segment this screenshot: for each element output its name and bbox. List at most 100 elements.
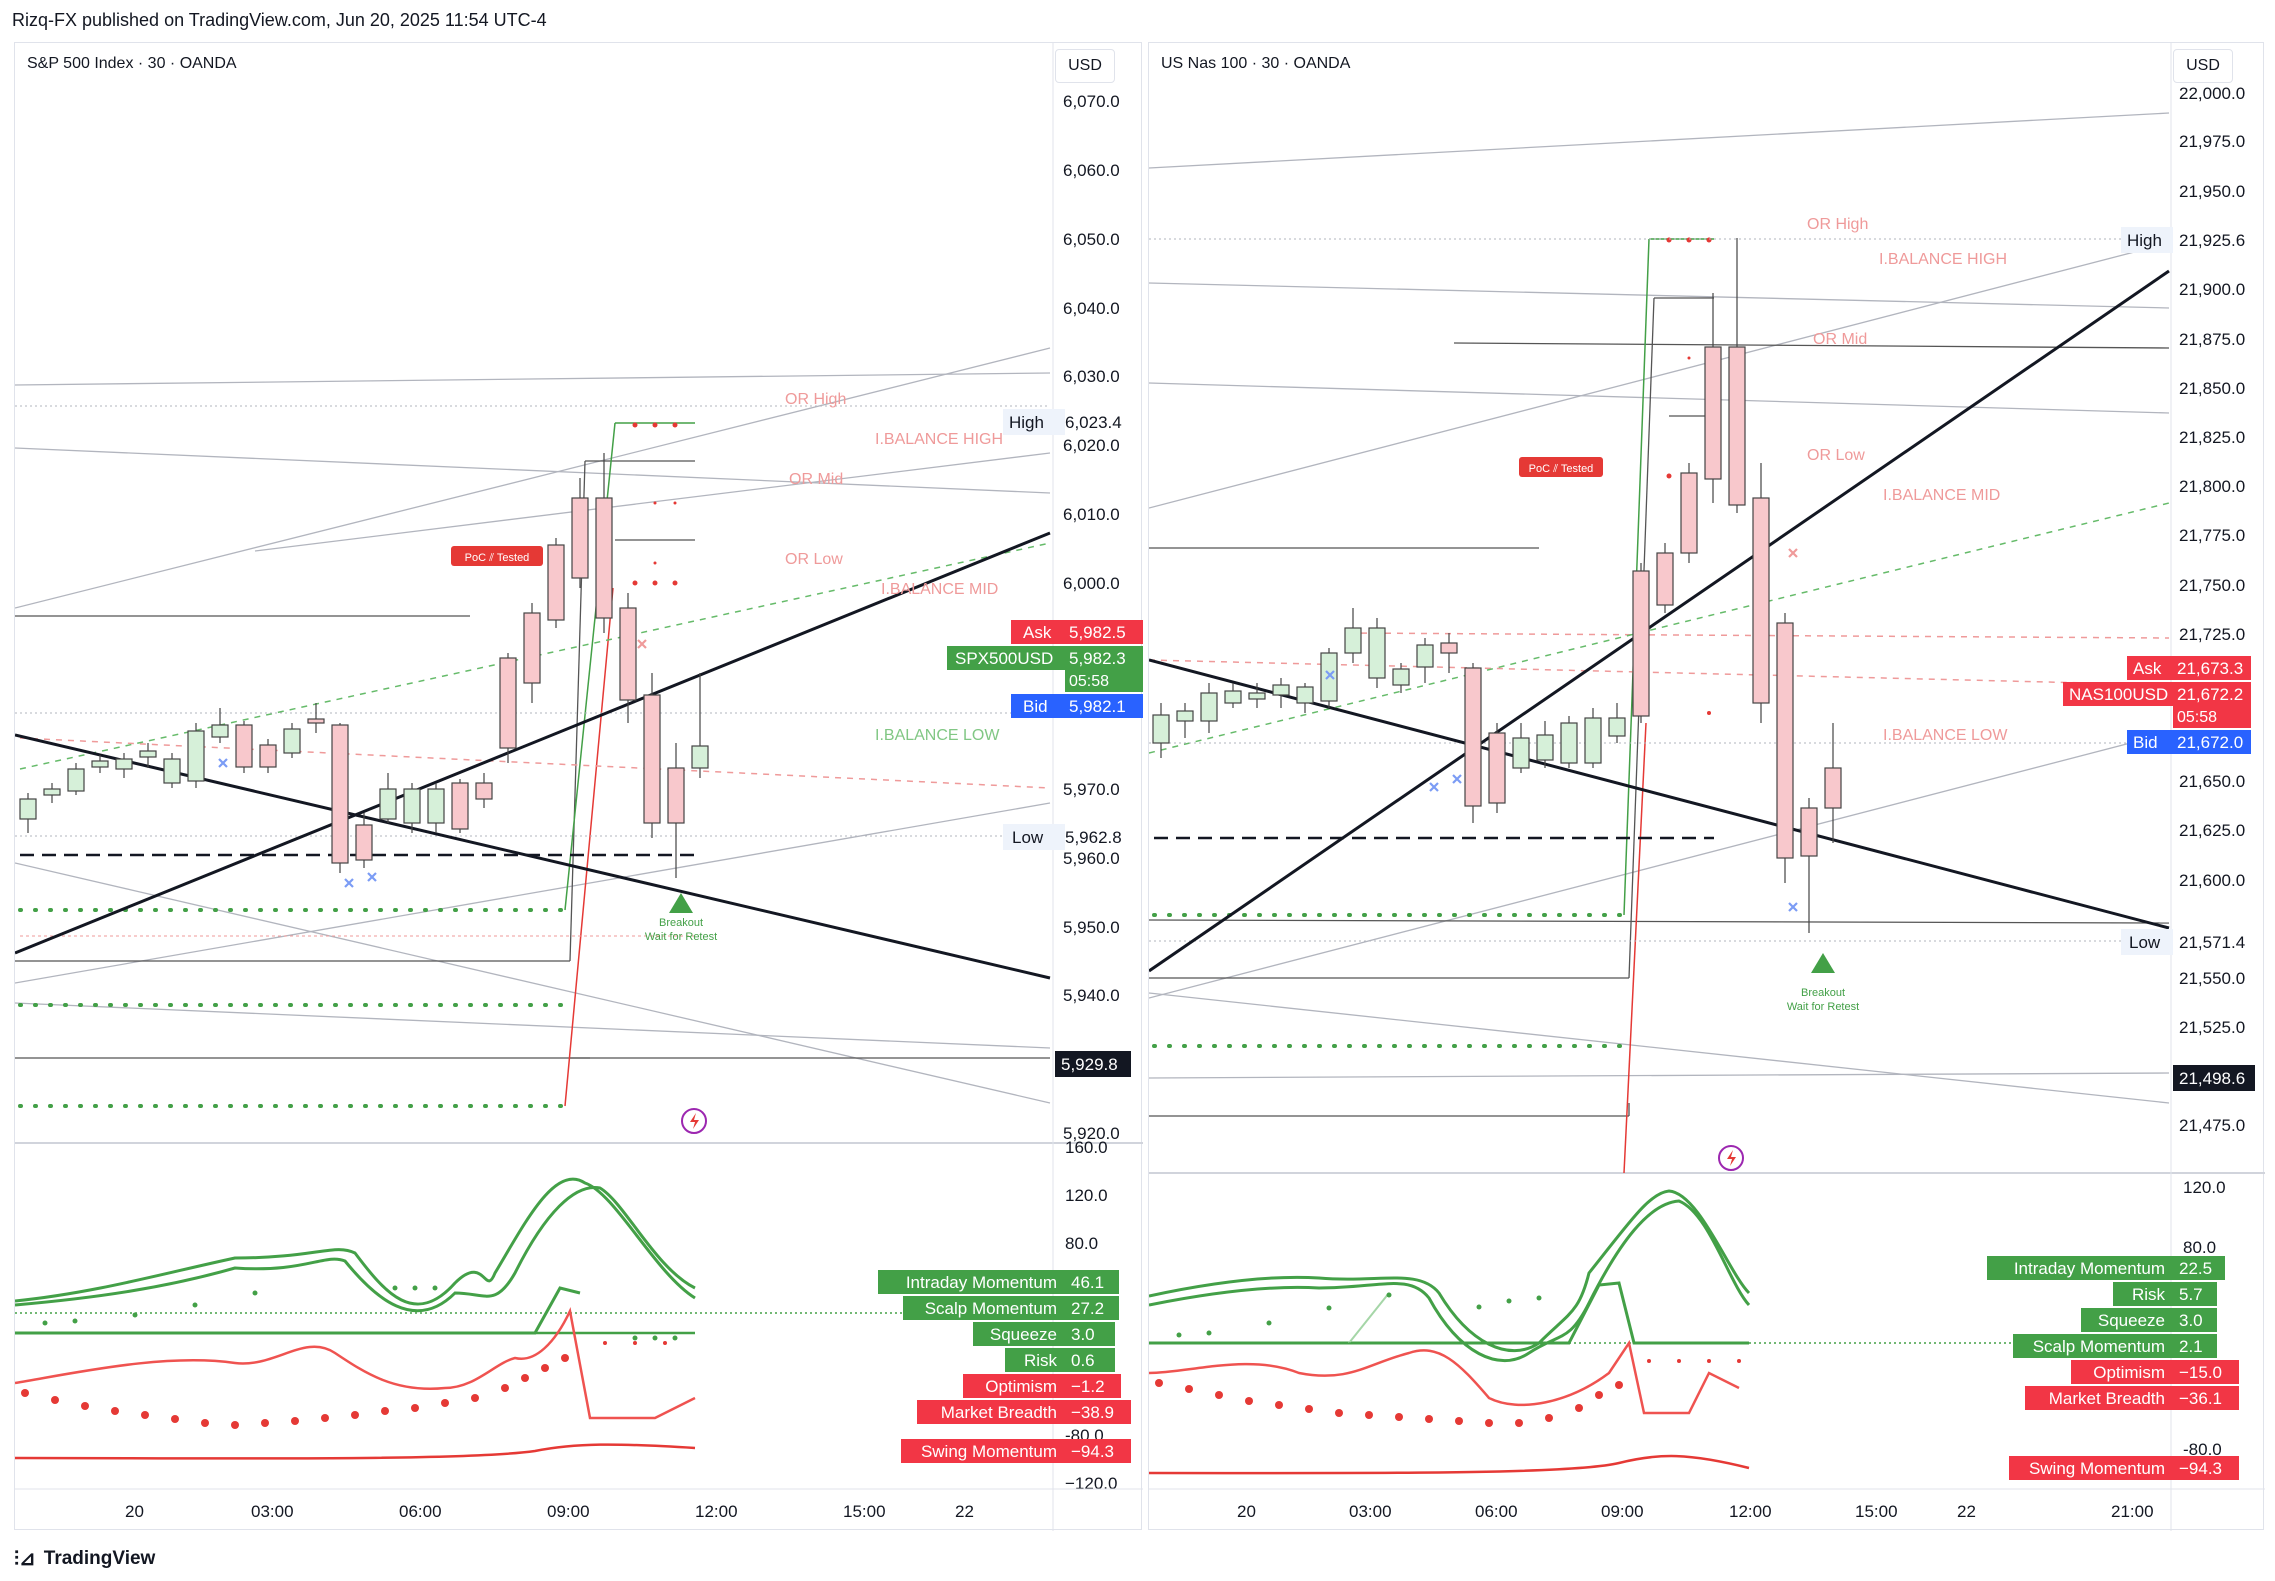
svg-text:Bid: Bid bbox=[1023, 697, 1048, 716]
currency-button[interactable]: USD bbox=[2173, 49, 2233, 83]
svg-text:−120.0: −120.0 bbox=[1065, 1474, 1117, 1493]
channel-line bbox=[1149, 1072, 2170, 1079]
risk-label: Risk bbox=[2132, 1285, 2166, 1304]
ask-tag bbox=[2127, 656, 2173, 680]
trendline-down bbox=[1149, 658, 2170, 930]
svg-text:6,040.0: 6,040.0 bbox=[1063, 299, 1120, 318]
intraday-momentum-value: 22.5 bbox=[2179, 1259, 2212, 1278]
chart-panel-nas[interactable]: US Nas 100 · 30 · OANDA USD bbox=[1148, 42, 2265, 1531]
price-tag bbox=[2173, 682, 2251, 728]
svg-text:PoC ⫽ Tested: PoC ⫽ Tested bbox=[1529, 463, 1594, 475]
momentum-lines bbox=[1149, 1189, 1751, 1363]
svg-text:22,000.0: 22,000.0 bbox=[2179, 84, 2245, 103]
red-cross-marker bbox=[637, 639, 647, 649]
swing-momentum-label: Swing Momentum bbox=[921, 1442, 1057, 1461]
svg-text:21,750.0: 21,750.0 bbox=[2179, 576, 2245, 595]
nas-chart-canvas[interactable]: OR High I.BALANCE HIGH OR Mid OR Low I.B… bbox=[1149, 43, 2265, 1531]
or-low-label: OR Low bbox=[785, 551, 843, 568]
svg-text:PoC ⫽ Tested: PoC ⫽ Tested bbox=[465, 552, 530, 564]
or-low-label: OR Low bbox=[1807, 447, 1865, 464]
swing-momentum-line bbox=[15, 1443, 696, 1460]
svg-text:21,650.0: 21,650.0 bbox=[2179, 772, 2245, 791]
channel-line bbox=[15, 372, 1051, 386]
svg-text:15:00: 15:00 bbox=[843, 1502, 886, 1521]
countdown: 05:58 bbox=[2177, 709, 2217, 726]
svg-text:NAS100USD: NAS100USD bbox=[2069, 685, 2168, 704]
squeeze-label: Squeeze bbox=[2098, 1311, 2165, 1330]
channel-line bbox=[15, 1002, 1051, 1049]
swing-momentum-value: −94.3 bbox=[2179, 1459, 2222, 1478]
channel-line bbox=[15, 447, 1051, 494]
svg-text:21,850.0: 21,850.0 bbox=[2179, 379, 2245, 398]
svg-text:21,725.0: 21,725.0 bbox=[2179, 625, 2245, 644]
scalp-momentum-value: 27.2 bbox=[1071, 1299, 1104, 1318]
svg-text:High: High bbox=[2127, 231, 2162, 250]
optimism-line bbox=[15, 1306, 696, 1420]
price-axis: 22,000.0 21,975.0 21,950.0 21,900.0 21,8… bbox=[2179, 84, 2245, 1135]
svg-text:5,929.8: 5,929.8 bbox=[1061, 1055, 1118, 1074]
optimism-value: −15.0 bbox=[2179, 1363, 2222, 1382]
svg-text:5,960.0: 5,960.0 bbox=[1063, 849, 1120, 868]
intraday-momentum-label: Intraday Momentum bbox=[906, 1273, 1057, 1292]
intraday-momentum-label: Intraday Momentum bbox=[2014, 1259, 2165, 1278]
retest-label: Wait for Retest bbox=[1787, 1001, 1859, 1013]
ib-mid-label: I.BALANCE MID bbox=[881, 581, 998, 598]
scalp-momentum-value: 2.1 bbox=[2179, 1337, 2203, 1356]
spx-chart-canvas[interactable]: OR High I.BALANCE HIGH OR Mid OR Low I.B… bbox=[15, 43, 1143, 1531]
symbol-title[interactable]: US Nas 100 · 30 · OANDA bbox=[1161, 55, 1351, 72]
optimism-label: Optimism bbox=[2093, 1363, 2165, 1382]
channel-line bbox=[15, 862, 1051, 1104]
breakout-triangle bbox=[1811, 953, 1835, 973]
momentum-lines bbox=[15, 1177, 696, 1335]
lightning-icon bbox=[681, 1108, 707, 1134]
tradingview-footer[interactable]: ⫶⊿ TradingView bbox=[14, 1546, 155, 1571]
svg-text:6,050.0: 6,050.0 bbox=[1063, 230, 1120, 249]
ib-low-label: I.BALANCE LOW bbox=[875, 727, 1000, 744]
symbol-tag bbox=[2063, 682, 2173, 706]
currency-button[interactable]: USD bbox=[1055, 49, 1115, 83]
or-mid-label: OR Mid bbox=[789, 471, 843, 488]
svg-text:6,010.0: 6,010.0 bbox=[1063, 505, 1120, 524]
low-tag bbox=[1003, 824, 1065, 850]
scalp-momentum-label: Scalp Momentum bbox=[2033, 1337, 2165, 1356]
svg-text:6,020.0: 6,020.0 bbox=[1063, 436, 1120, 455]
cross-markers bbox=[1325, 670, 1798, 912]
channel-line bbox=[1149, 112, 2170, 169]
green-dashed-line bbox=[19, 542, 1051, 770]
low-tag bbox=[2121, 929, 2173, 955]
svg-text:21:00: 21:00 bbox=[2111, 1502, 2154, 1521]
svg-text:5,920.0: 5,920.0 bbox=[1063, 1124, 1120, 1143]
lower-tag bbox=[1055, 1051, 1131, 1077]
risk-value: 5.7 bbox=[2179, 1285, 2203, 1304]
svg-text:21,800.0: 21,800.0 bbox=[2179, 477, 2245, 496]
channel-line bbox=[15, 347, 1051, 609]
channel-line bbox=[1149, 992, 2170, 1104]
svg-text:20: 20 bbox=[125, 1502, 144, 1521]
svg-text:80.0: 80.0 bbox=[1065, 1234, 1098, 1253]
ib-high-label: I.BALANCE HIGH bbox=[875, 431, 1003, 448]
ib-mid-label: I.BALANCE MID bbox=[1883, 487, 2000, 504]
svg-text:12:00: 12:00 bbox=[695, 1502, 738, 1521]
swing-momentum-line bbox=[1149, 1454, 1750, 1475]
red-dashed-line bbox=[1149, 659, 2170, 686]
or-high-label: OR High bbox=[1807, 216, 1868, 233]
svg-text:15:00: 15:00 bbox=[1855, 1502, 1898, 1521]
or-red-line bbox=[564, 587, 614, 1107]
high-value: 6,023.4 bbox=[1065, 413, 1122, 432]
breakout-label: Breakout bbox=[659, 917, 703, 929]
svg-text:Bid: Bid bbox=[2133, 733, 2158, 752]
svg-text:21,672.2: 21,672.2 bbox=[2177, 685, 2243, 704]
squeeze-value: 3.0 bbox=[2179, 1311, 2203, 1330]
brand-name: TradingView bbox=[43, 1547, 156, 1569]
svg-text:6,060.0: 6,060.0 bbox=[1063, 161, 1120, 180]
svg-text:21,775.0: 21,775.0 bbox=[2179, 526, 2245, 545]
svg-text:21,950.0: 21,950.0 bbox=[2179, 182, 2245, 201]
poc-badge bbox=[451, 546, 543, 566]
countdown: 05:58 bbox=[1069, 673, 1109, 690]
svg-text:6,000.0: 6,000.0 bbox=[1063, 574, 1120, 593]
chart-panel-spx[interactable]: S&P 500 Index · 30 · OANDA USD bbox=[14, 42, 1143, 1531]
risk-label: Risk bbox=[1024, 1351, 1058, 1370]
symbol-title[interactable]: S&P 500 Index · 30 · OANDA bbox=[27, 55, 237, 72]
poc-badge bbox=[1519, 457, 1603, 477]
time-axis: 20 03:00 06:00 09:00 12:00 15:00 22 bbox=[125, 1502, 974, 1521]
